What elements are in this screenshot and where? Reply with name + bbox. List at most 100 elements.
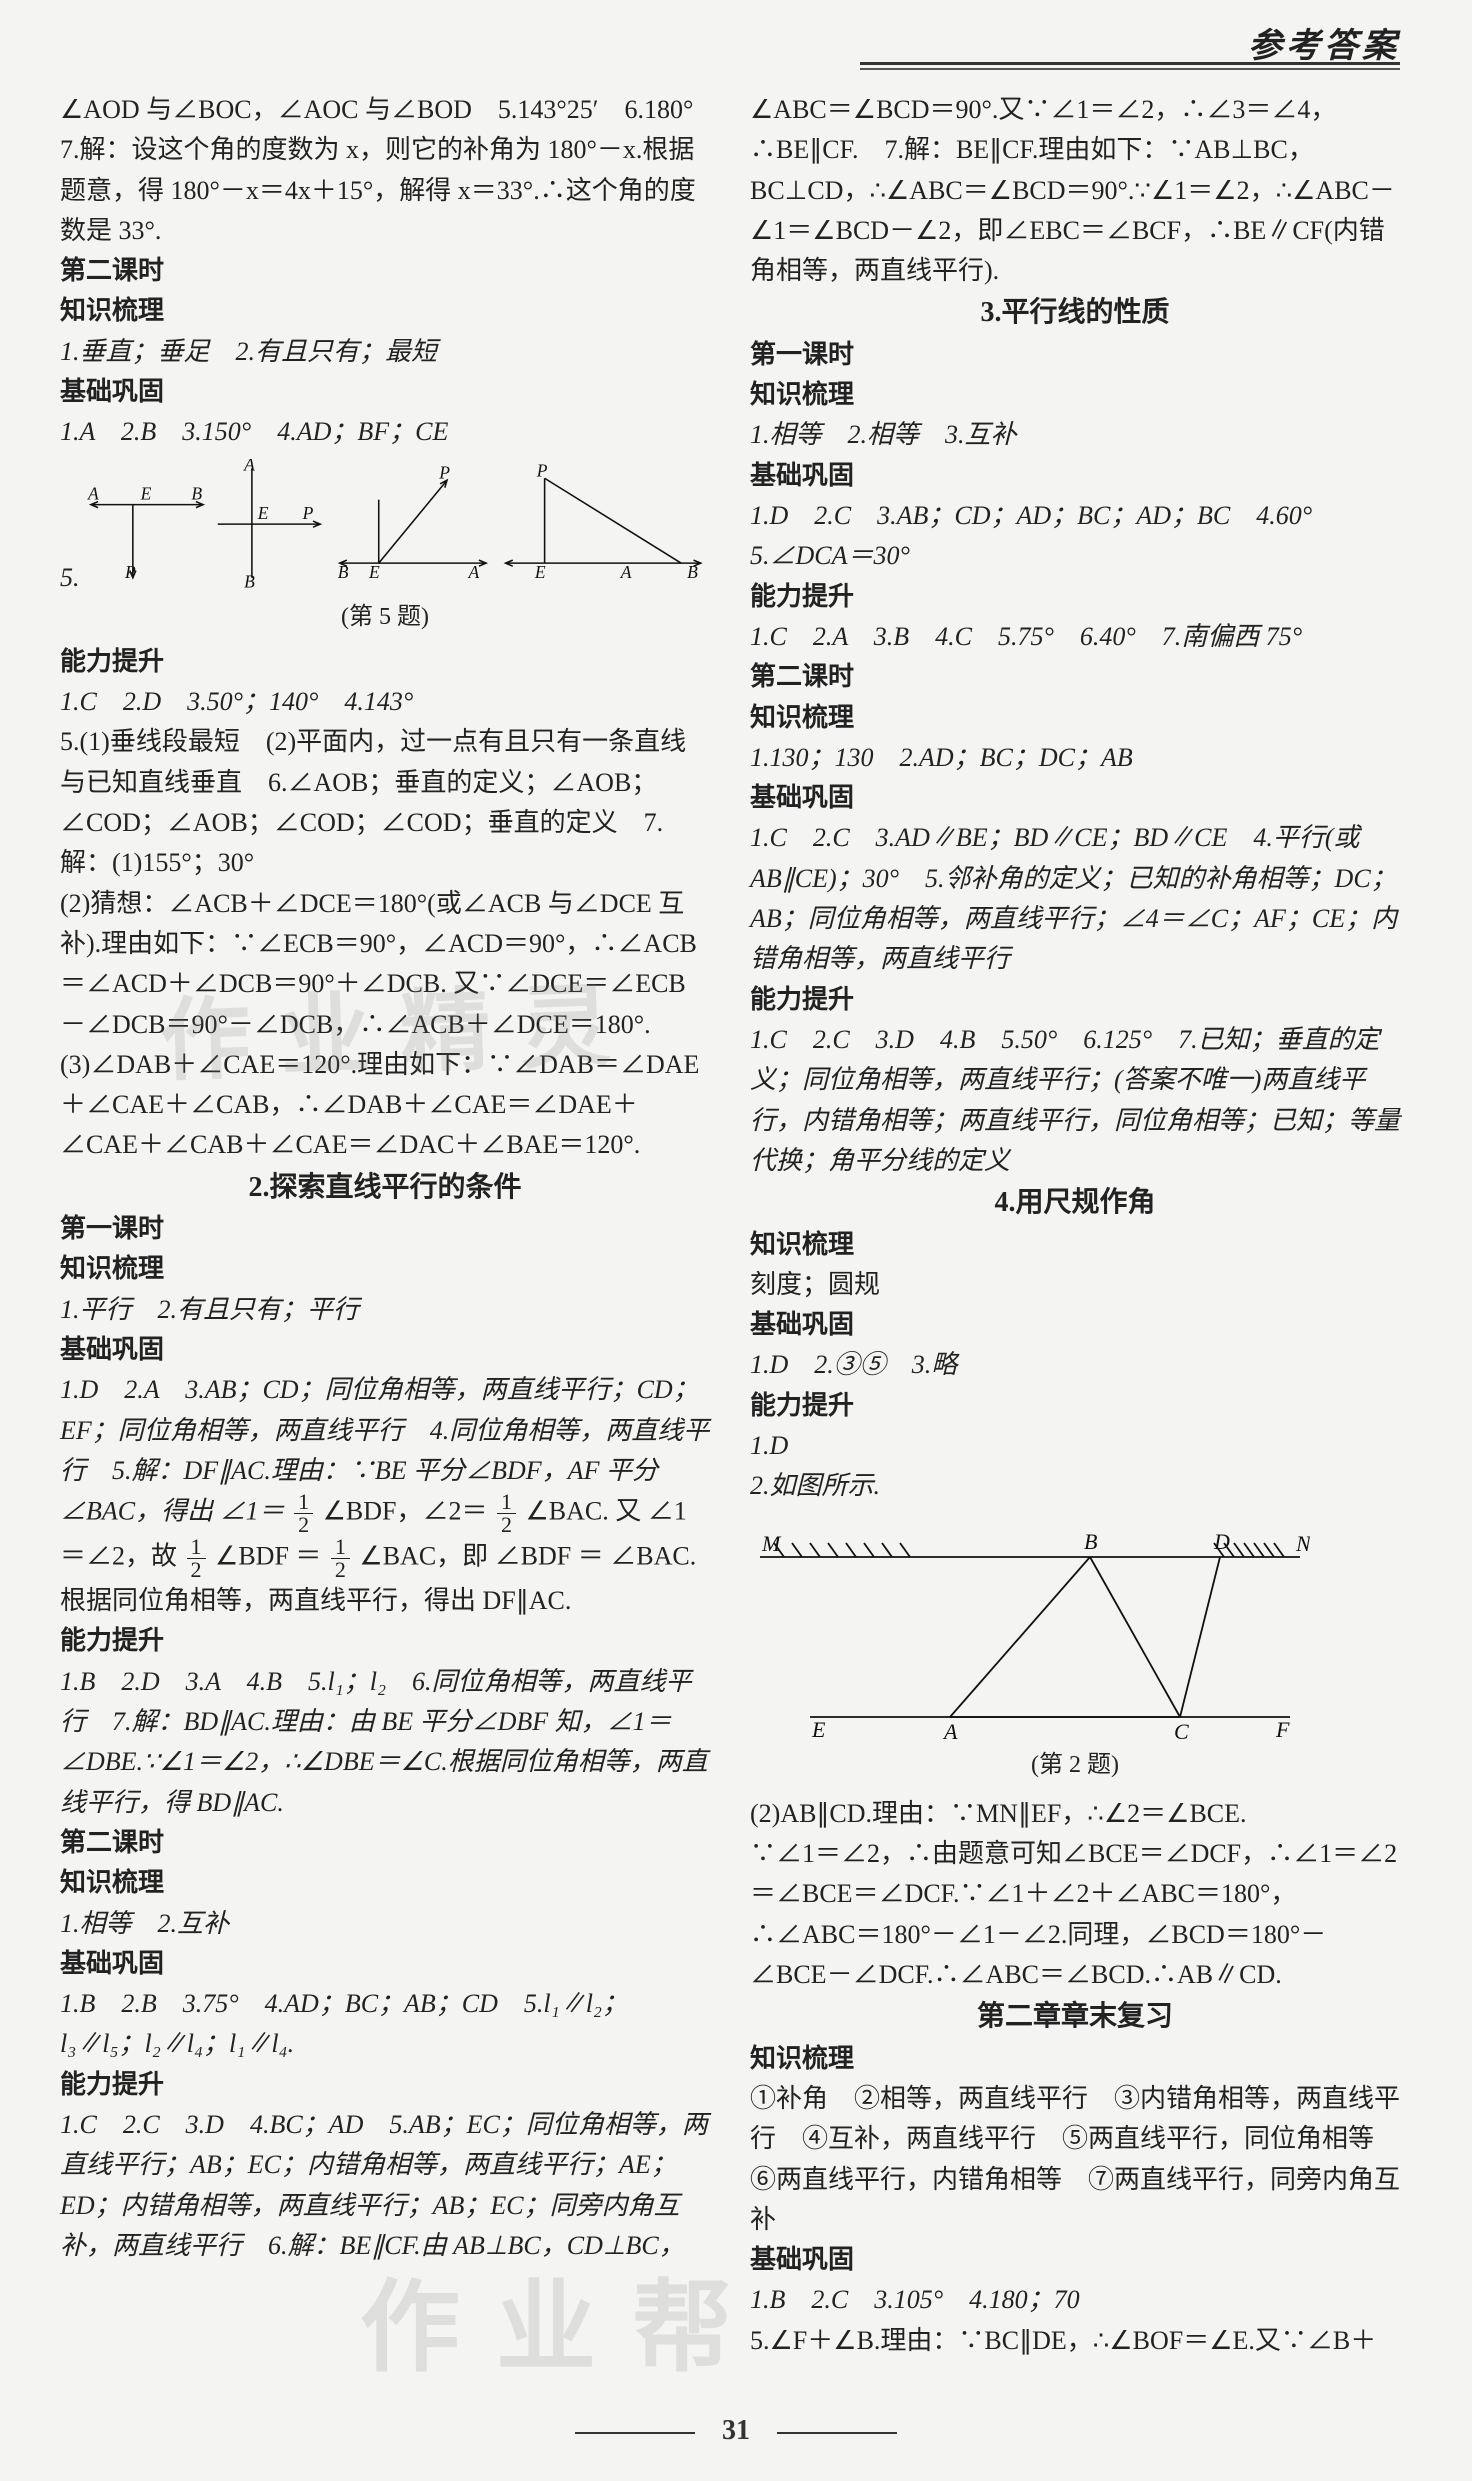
figure-2: M B D N E A C F (第 2 题) bbox=[750, 1517, 1400, 1784]
svg-text:E: E bbox=[367, 561, 379, 581]
left-k2-nlts-2: 5.(1)垂线段最短 (2)平面内，过一点有且只有一条直线与已知直线垂直 6.∠… bbox=[60, 722, 710, 883]
left-k2-jcgg-items: 1.A 2.B 3.150° 4.AD；BF；CE bbox=[60, 412, 710, 452]
sec4-nlts-1: 1.D bbox=[750, 1426, 1400, 1466]
left-k2-jcgg: 基础巩固 bbox=[60, 372, 710, 412]
review-jcgg-items: 1.B 2.C 3.105° 4.180；70 bbox=[750, 2280, 1400, 2320]
sec3-k2-nlts: 能力提升 bbox=[750, 980, 1400, 1020]
columns: ∠AOD 与∠BOC，∠AOC 与∠BOD 5.143°25′ 6.180° 7… bbox=[60, 90, 1412, 2361]
ornament-left bbox=[575, 2432, 695, 2434]
sec2-k1-zsl: 知识梳理 bbox=[60, 1249, 710, 1289]
ornament-right bbox=[777, 2432, 897, 2434]
fig2-caption: (第 2 题) bbox=[750, 1747, 1400, 1784]
svg-text:B: B bbox=[244, 571, 255, 591]
sec3-k1-zsl-items: 1.相等 2.相等 3.互补 bbox=[750, 415, 1400, 455]
sec3-k2-jcgg: 基础巩固 bbox=[750, 778, 1400, 818]
sec4-zsl-items: 刻度；圆规 bbox=[750, 1265, 1400, 1305]
sec2-k1-jcgg: 基础巩固 bbox=[60, 1330, 710, 1370]
svg-text:B: B bbox=[337, 561, 348, 581]
sec3-k2-zsl-items: 1.130；130 2.AD；BC；DC；AB bbox=[750, 738, 1400, 778]
figure-5-svg: AEBPABEPPABEPBEA bbox=[86, 459, 711, 599]
sec3-k1-nlts-items: 1.C 2.A 3.B 4.C 5.75° 6.40° 7.南偏西 75° bbox=[750, 617, 1400, 657]
fig5-caption: (第 5 题) bbox=[60, 599, 710, 636]
review-jcgg-cont: 5.∠F＋∠B.理由：∵BC∥DE，∴∠BOF＝∠E.又∵∠B＋ bbox=[750, 2321, 1400, 2361]
sec2-k1-title: 第一课时 bbox=[60, 1209, 710, 1249]
sec3-k1-zsl: 知识梳理 bbox=[750, 375, 1400, 415]
review-zsl-items: ①补角 ②相等，两直线平行 ③内错角相等，两直线平行 ④互补，两直线平行 ⑤两直… bbox=[750, 2079, 1400, 2240]
sec4-nlts-cont-2: ∵∠1＝∠2，∴由题意可知∠BCE＝∠DCF，∴∠1＝∠2＝∠BCE＝∠DCF.… bbox=[750, 1834, 1400, 1995]
sec3-k2-jcgg-items: 1.C 2.C 3.AD∥BE；BD∥CE；BD∥CE 4.平行(或 AB∥CE… bbox=[750, 818, 1400, 979]
sec4-zsl: 知识梳理 bbox=[750, 1225, 1400, 1265]
svg-text:C: C bbox=[1174, 1719, 1189, 1744]
left-k2-nlts: 能力提升 bbox=[60, 642, 710, 682]
sec2-k2-nlts: 能力提升 bbox=[60, 2065, 710, 2105]
left-k2-nlts-3: (2)猜想：∠ACB＋∠DCE＝180°(或∠ACB 与∠DCE 互补).理由如… bbox=[60, 884, 710, 1166]
review-jcgg: 基础巩固 bbox=[750, 2240, 1400, 2280]
left-k2-zsl-items: 1.垂直；垂足 2.有且只有；最短 bbox=[60, 332, 710, 372]
left-column: ∠AOD 与∠BOC，∠AOC 与∠BOD 5.143°25′ 6.180° 7… bbox=[60, 90, 710, 2361]
svg-text:E: E bbox=[139, 483, 151, 503]
fig5-label: 5. bbox=[60, 558, 80, 598]
svg-text:B: B bbox=[687, 561, 698, 581]
svg-text:P: P bbox=[438, 462, 450, 482]
sec2-k2-nlts-items: 1.C 2.C 3.D 4.BC；AD 5.AB；EC；同位角相等，两直线平行；… bbox=[60, 2105, 710, 2266]
page: 参考答案 作业精灵 作业帮 ∠AOD 与∠BOC，∠AOC 与∠BOD 5.14… bbox=[0, 0, 1472, 2481]
svg-text:A: A bbox=[942, 1719, 958, 1744]
review-heading: 第二章章末复习 bbox=[750, 1995, 1400, 2038]
sec3-k2-nlts-items: 1.C 2.C 3.D 4.B 5.50° 6.125° 7.已知；垂直的定义；… bbox=[750, 1020, 1400, 1181]
svg-text:N: N bbox=[1295, 1531, 1310, 1556]
frac-half-4: 12 bbox=[331, 1536, 350, 1581]
svg-text:P: P bbox=[301, 503, 313, 523]
sec2-k2-title: 第二课时 bbox=[60, 1823, 710, 1863]
svg-text:E: E bbox=[811, 1717, 826, 1742]
figure-2-svg: M B D N E A C F bbox=[750, 1517, 1310, 1747]
svg-text:B: B bbox=[191, 483, 202, 503]
sec4-heading: 4.用尺规作角 bbox=[750, 1181, 1400, 1224]
sec3-k2-title: 第二课时 bbox=[750, 657, 1400, 697]
svg-text:B: B bbox=[1084, 1529, 1097, 1554]
sec3-k2-zsl: 知识梳理 bbox=[750, 698, 1400, 738]
sec4-nlts: 能力提升 bbox=[750, 1386, 1400, 1426]
left-k2-nlts-1: 1.C 2.D 3.50°；140° 4.143° bbox=[60, 682, 710, 722]
sec2-k2-jcgg-items: 1.B 2.B 3.75° 4.AD；BC；AB；CD 5.l₁∥l₂；l₃∥l… bbox=[60, 1984, 710, 2065]
sec3-k1-jcgg-items: 1.D 2.C 3.AB；CD；AD；BC；AD；BC 4.60° 5.∠DCA… bbox=[750, 496, 1400, 577]
svg-text:A: A bbox=[619, 561, 631, 581]
left-k2-zsl: 知识梳理 bbox=[60, 291, 710, 331]
sec4-jcgg: 基础巩固 bbox=[750, 1305, 1400, 1345]
frac-half-1: 12 bbox=[294, 1491, 313, 1536]
header-rule bbox=[860, 62, 1400, 65]
sec4-jcgg-items: 1.D 2.③⑤ 3.略 bbox=[750, 1345, 1400, 1385]
svg-text:A: A bbox=[86, 483, 98, 503]
frac-half-2: 12 bbox=[497, 1491, 516, 1536]
sec2-k2-jcgg: 基础巩固 bbox=[60, 1944, 710, 1984]
sec2-k2-zsl-items: 1.相等 2.互补 bbox=[60, 1904, 710, 1944]
svg-text:P: P bbox=[535, 460, 547, 480]
sec2-k1-zsl-items: 1.平行 2.有且只有；平行 bbox=[60, 1290, 710, 1330]
right-intro-1: ∠ABC＝∠BCD＝90°.又∵∠1＝∠2，∴∠3＝∠4，∴BE∥CF. 7.解… bbox=[750, 90, 1400, 291]
svg-text:E: E bbox=[533, 561, 545, 581]
sec2-k1-nlts: 能力提升 bbox=[60, 1621, 710, 1661]
svg-text:F: F bbox=[1275, 1717, 1290, 1742]
svg-text:A: A bbox=[243, 459, 255, 474]
review-zsl: 知识梳理 bbox=[750, 2039, 1400, 2079]
left-intro-1: ∠AOD 与∠BOC，∠AOC 与∠BOD 5.143°25′ 6.180° bbox=[60, 90, 710, 130]
sec3-k1-jcgg: 基础巩固 bbox=[750, 456, 1400, 496]
sec2-k2-zsl: 知识梳理 bbox=[60, 1863, 710, 1903]
page-number: 31 bbox=[0, 2415, 1472, 2447]
sec2-k1-nlts-items: 1.B 2.D 3.A 4.B 5.l₁；l₂ 6.同位角相等，两直线平行 7.… bbox=[60, 1662, 710, 1823]
sec4-nlts-2: 2.如图所示. bbox=[750, 1466, 1400, 1506]
sec4-nlts-cont-1: (2)AB∥CD.理由：∵MN∥EF，∴∠2＝∠BCE. bbox=[750, 1794, 1400, 1834]
svg-text:M: M bbox=[761, 1531, 782, 1556]
left-k2-title: 第二课时 bbox=[60, 251, 710, 291]
svg-text:A: A bbox=[467, 561, 479, 581]
sec2-heading: 2.探索直线平行的条件 bbox=[60, 1166, 710, 1209]
sec3-heading: 3.平行线的性质 bbox=[750, 291, 1400, 334]
figure-5: 5. AEBPABEPPABEPBEA (第 5 题) bbox=[60, 459, 710, 636]
sec3-k1-title: 第一课时 bbox=[750, 335, 1400, 375]
sec2-k1-jcgg-items: 1.D 2.A 3.AB；CD；同位角相等，两直线平行；CD；EF；同位角相等，… bbox=[60, 1370, 710, 1621]
svg-text:D: D bbox=[1213, 1529, 1230, 1554]
svg-text:E: E bbox=[256, 503, 268, 523]
right-column: ∠ABC＝∠BCD＝90°.又∵∠1＝∠2，∴∠3＝∠4，∴BE∥CF. 7.解… bbox=[750, 90, 1400, 2361]
svg-text:P: P bbox=[124, 561, 136, 581]
frac-half-3: 12 bbox=[187, 1536, 206, 1581]
left-intro-2: 7.解：设这个角的度数为 x，则它的补角为 180°－x.根据题意，得 180°… bbox=[60, 130, 710, 251]
